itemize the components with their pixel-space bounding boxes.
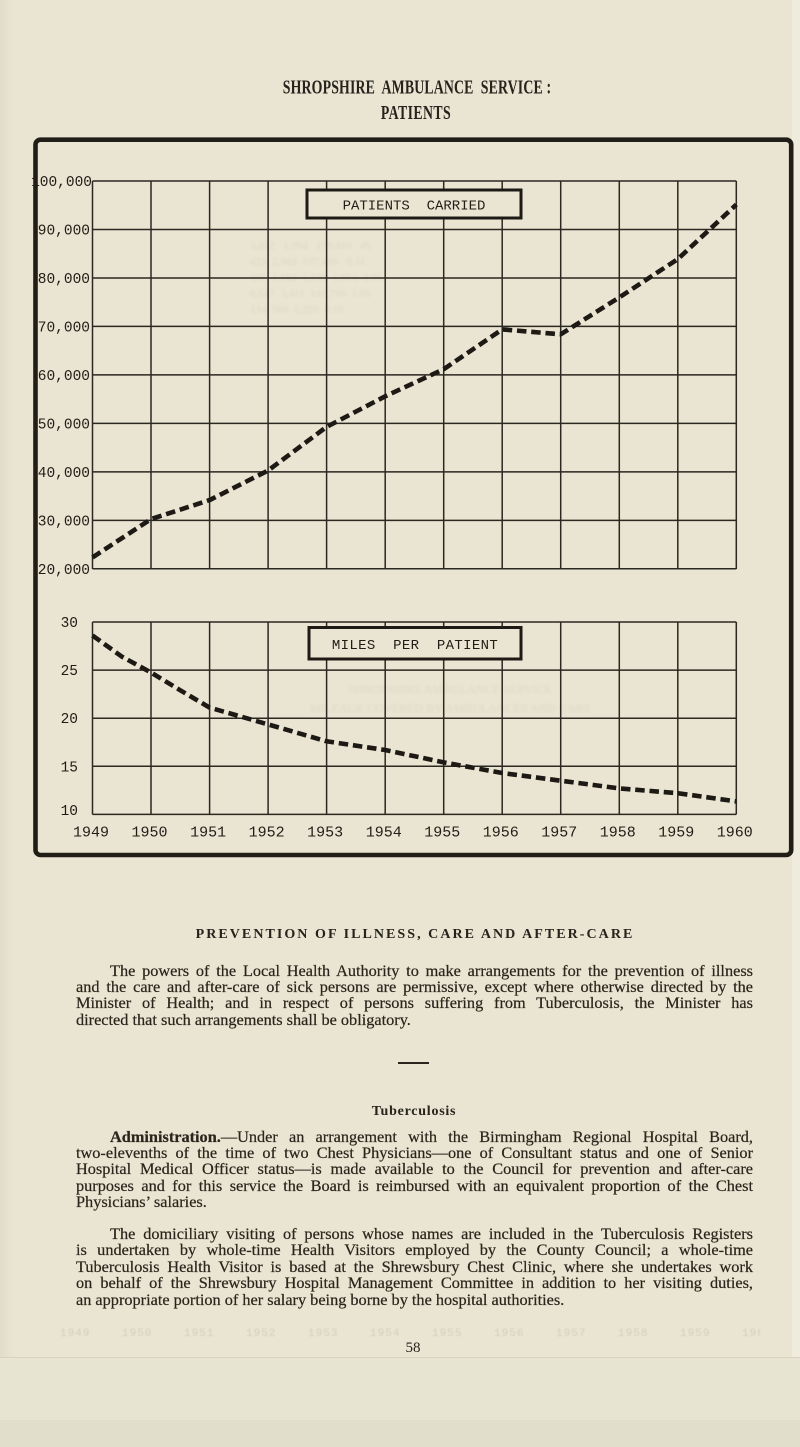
- svg-text:80,000: 80,000: [38, 272, 90, 288]
- svg-text:40,000: 40,000: [38, 466, 90, 482]
- svg-text:100,000: 100,000: [31, 175, 92, 191]
- svg-text:60,000: 60,000: [38, 369, 90, 385]
- svg-text:10: 10: [61, 804, 78, 820]
- svg-text:PATIENTS CARRIED: PATIENTS CARRIED: [343, 199, 486, 215]
- svg-text:1955: 1955: [424, 825, 460, 842]
- svg-text:90,000: 90,000: [38, 224, 90, 240]
- svg-text:1950: 1950: [131, 825, 167, 842]
- svg-text:15: 15: [61, 760, 78, 776]
- svg-text:1953: 1953: [307, 825, 343, 842]
- svg-text:20: 20: [61, 712, 78, 728]
- svg-text:70,000: 70,000: [38, 320, 90, 336]
- svg-text:50,000: 50,000: [38, 417, 90, 433]
- svg-text:1949: 1949: [73, 825, 109, 842]
- svg-text:30: 30: [61, 616, 78, 632]
- svg-text:1954: 1954: [366, 825, 402, 842]
- svg-text:1958: 1958: [600, 825, 636, 842]
- svg-text:1956: 1956: [483, 825, 519, 842]
- svg-text:25: 25: [61, 664, 78, 680]
- svg-text:30,000: 30,000: [38, 514, 90, 530]
- svg-text:1959: 1959: [658, 825, 694, 842]
- svg-text:MILES PER PATIENT: MILES PER PATIENT: [332, 638, 498, 654]
- svg-text:1957: 1957: [541, 825, 577, 842]
- svg-text:1960: 1960: [717, 825, 753, 842]
- svg-text:20,000: 20,000: [38, 563, 90, 579]
- svg-text:1951: 1951: [190, 825, 226, 842]
- svg-text:1952: 1952: [249, 825, 285, 842]
